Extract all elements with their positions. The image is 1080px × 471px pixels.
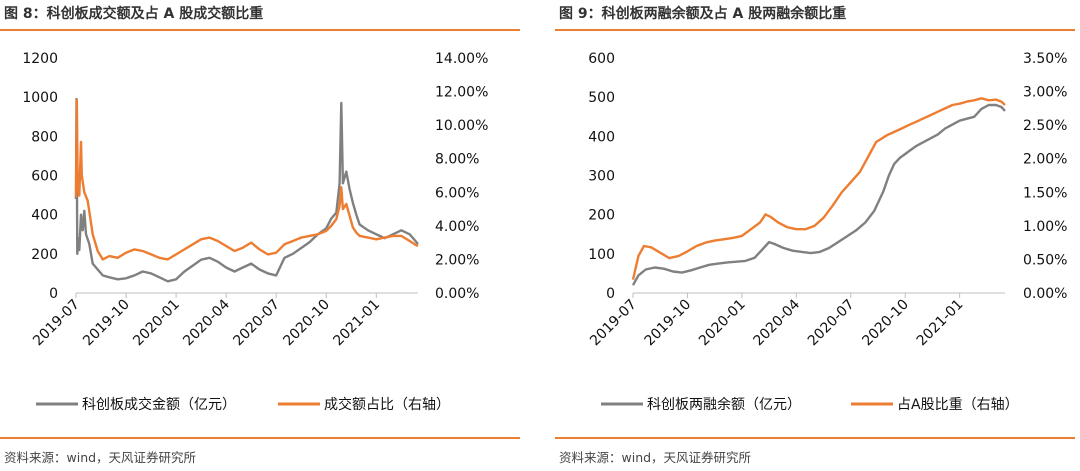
y-left-tick-label: 200 [31,247,58,263]
y-right-tick-label: 12.00% [435,85,488,101]
x-tick-label: 2019-10 [80,297,133,350]
panel-right: 图 9：科创板两融余额及占 A 股两融余额比重 0 100 200 300 400 500… [555,0,1080,471]
y-left-tick-label: 200 [588,208,615,224]
x-tick-label: 2019-07 [587,297,640,350]
y-left-tick-label: 600 [31,169,58,185]
x-tick-label: 2020-07 [805,297,858,350]
x-tick-label: 2020-01 [696,297,749,350]
y-left-tick-label: 1000 [22,90,58,106]
chart-right: 0 100 200 300 400 500 600 0.00% 0.50% 1.00% 1.50% 2… [587,51,1067,413]
x-tick-label: 2020-04 [180,296,233,349]
y-right-tick-label: 1.50% [1023,185,1067,201]
y-right-tick-label: 3.50% [1023,51,1067,67]
panel-left: 图 8：科创板成交额及占 A 股成交额比重 0 200 400 600 800 1000 1… [0,0,525,471]
legend-label: 占A股比重（右轴） [897,397,1019,413]
y-left-tick-label: 0 [49,286,58,302]
y-left-tick-label: 400 [588,129,615,145]
source-rule-left [0,437,520,439]
x-tick-label: 2019-10 [642,297,695,350]
y-right-tick-label: 14.00% [435,51,488,67]
x-tick-label: 2021-01 [914,297,967,350]
source-right: 资料来源：wind，天风证券研究所 [559,450,752,465]
x-tick-label: 2019-07 [30,297,83,350]
chart-left: 0 200 400 600 800 1000 1200 0.00% 2.00% 4.00% 6.00… [22,51,488,413]
series-line-left-axis [74,97,419,283]
y-right-tick-label: 2.50% [1023,118,1067,134]
x-tick-label: 2020-04 [750,296,803,349]
y-right-tick-label: 0.00% [435,286,479,302]
title-rule-right [555,29,1075,31]
series-line-right-axis [631,97,1006,280]
source-rule-right [555,437,1075,439]
y-right-tick-label: 2.00% [435,252,479,268]
y-right-tick-label: 3.00% [1023,85,1067,101]
x-tick-label: 2020-07 [230,297,283,350]
source-left: 资料来源：wind，天风证券研究所 [4,450,197,465]
y-right-tick-label: 0.00% [1023,286,1067,302]
x-tick-label: 2020-01 [130,297,183,350]
legend-label: 科创板成交金额（亿元） [82,396,236,413]
series-line-right-axis [74,98,419,261]
x-tick-label: 2020-10 [859,297,912,350]
y-right-tick-label: 1.00% [1023,219,1067,235]
y-right-tick-label: 6.00% [435,185,479,201]
y-left-tick-label: 100 [588,247,615,263]
y-right-tick-label: 2.00% [1023,152,1067,168]
legend-label: 科创板两融余额（亿元） [647,396,801,413]
y-left-tick-label: 800 [31,129,58,145]
y-left-tick-label: 300 [588,169,615,185]
title-rule-left [0,29,520,31]
x-tick-label: 2020-10 [280,297,333,350]
y-right-tick-label: 10.00% [435,118,488,134]
y-left-tick-label: 0 [606,286,615,302]
legend-label: 成交额占比（右轴） [324,396,450,413]
x-tick-label: 2021-01 [330,297,383,350]
figure-title-right: 图 9：科创板两融余额及占 A 股两融余额比重 [559,6,847,22]
y-right-tick-label: 0.50% [1023,252,1067,268]
y-left-tick-label: 500 [588,90,615,106]
y-right-tick-label: 8.00% [435,152,479,168]
y-right-tick-label: 4.00% [435,219,479,235]
series-line-left-axis [631,103,1006,286]
y-left-tick-label: 1200 [22,51,58,67]
figure-title-left: 图 8：科创板成交额及占 A 股成交额比重 [4,6,264,22]
y-left-tick-label: 400 [31,208,58,224]
y-left-tick-label: 600 [588,51,615,67]
